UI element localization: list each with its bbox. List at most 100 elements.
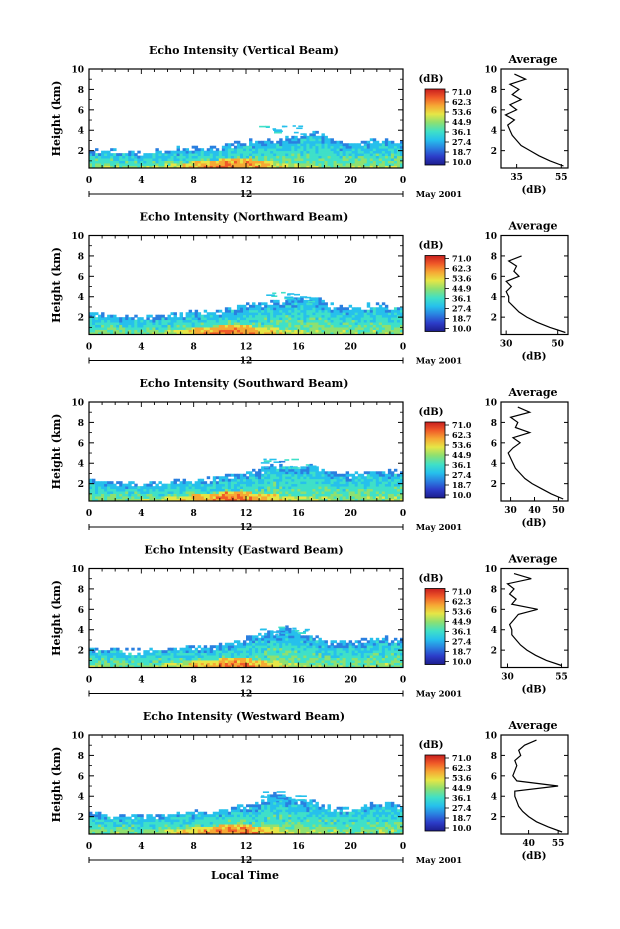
- heatmap-cell: [98, 824, 102, 827]
- heatmap-cell: [336, 481, 340, 485]
- heatmap-cell: [282, 627, 286, 631]
- heatmap-cell: [206, 493, 211, 497]
- heatmap-cell: [396, 329, 401, 333]
- heatmap-cell: [288, 145, 292, 149]
- heatmap-cell: [155, 158, 159, 161]
- heatmap-cell: [200, 165, 205, 169]
- heatmap-cell: [321, 133, 325, 137]
- heatmap-cell: [297, 660, 301, 663]
- heatmap-cell: [342, 317, 347, 321]
- heatmap-cell: [221, 657, 226, 661]
- heatmap-cell: [239, 652, 244, 656]
- heatmap-cell: [258, 163, 262, 166]
- avg-title: Average: [507, 220, 557, 233]
- heatmap-cell: [297, 640, 301, 644]
- heatmap-cell: [110, 314, 114, 318]
- heatmap-cell: [315, 486, 319, 490]
- x-tick-label: 12: [240, 343, 253, 353]
- heatmap-cell: [369, 155, 374, 159]
- heatmap-cell: [242, 322, 247, 326]
- heatmap-cell: [122, 829, 126, 832]
- heatmap-cell: [351, 652, 356, 656]
- heatmap-cell: [261, 324, 265, 328]
- heatmap-cell: [152, 481, 156, 485]
- heatmap-cell: [176, 332, 180, 335]
- heatmap-cell: [110, 824, 114, 827]
- heatmap-cell: [354, 662, 359, 666]
- heatmap-cell: [375, 163, 380, 166]
- heatmap-cell: [98, 160, 102, 164]
- heatmap-cell: [330, 491, 334, 494]
- heatmap-cell: [140, 655, 144, 659]
- heatmap-cell: [104, 163, 108, 166]
- heatmap-cell: [292, 125, 296, 127]
- heatmap-cell: [176, 657, 180, 661]
- heatmap-cell: [363, 496, 368, 499]
- heatmap-cell: [113, 488, 117, 492]
- heatmap-cell: [396, 155, 401, 159]
- heatmap-cell: [375, 155, 380, 159]
- heatmap-cell: [167, 496, 171, 499]
- heatmap-cell: [119, 655, 123, 659]
- heatmap-cell: [255, 307, 259, 311]
- heatmap-cell: [381, 665, 386, 668]
- heatmap-cell: [288, 153, 292, 157]
- heatmap-cell: [348, 324, 353, 328]
- heatmap-cell: [149, 662, 153, 666]
- span-bar-label: 12: [240, 357, 253, 367]
- heatmap-cell: [324, 488, 328, 492]
- heatmap-cell: [113, 327, 117, 330]
- heatmap-cell: [327, 647, 331, 651]
- heatmap-cell: [140, 322, 144, 326]
- heatmap-cell: [354, 160, 359, 164]
- heatmap-cell: [273, 319, 277, 323]
- x-tick-label: 0: [86, 343, 92, 353]
- heatmap-cell: [252, 163, 256, 166]
- heatmap-cell: [336, 650, 340, 654]
- heatmap-cell: [233, 329, 238, 333]
- heatmap-cell: [372, 642, 377, 646]
- heatmap-cell: [396, 662, 401, 666]
- heatmap-cell: [95, 498, 99, 502]
- heatmap-cell: [330, 150, 334, 154]
- heatmap-cell: [273, 655, 277, 659]
- heatmap-cell: [363, 498, 368, 502]
- heatmap-cell: [273, 158, 277, 161]
- heatmap-cell: [312, 496, 316, 499]
- heatmap-cell: [339, 163, 344, 166]
- heatmap-cell: [242, 319, 247, 323]
- heatmap-cell: [285, 319, 289, 323]
- heatmap-cell: [188, 493, 193, 497]
- heatmap-cell: [300, 307, 304, 311]
- heatmap-cell: [206, 496, 211, 499]
- heatmap-cell: [143, 483, 147, 487]
- heatmap-cell: [351, 647, 356, 651]
- heatmap-cell: [116, 158, 120, 161]
- heatmap-cell: [372, 483, 377, 487]
- heatmap-cell: [288, 657, 292, 661]
- heatmap-cell: [128, 155, 132, 159]
- heatmap-cell: [279, 324, 283, 328]
- heatmap-cell: [369, 148, 374, 152]
- heatmap-cell: [92, 319, 96, 323]
- heatmap-cell: [333, 324, 337, 328]
- heatmap-cell: [246, 160, 250, 164]
- heatmap-cell: [122, 655, 126, 659]
- heatmap-cell: [212, 317, 217, 321]
- heatmap-cell: [267, 153, 271, 157]
- heatmap-cell: [167, 819, 171, 823]
- heatmap-cell: [194, 145, 199, 149]
- heatmap-cell: [101, 329, 105, 333]
- heatmap-cell: [152, 327, 156, 330]
- heatmap-cell: [372, 657, 377, 661]
- heatmap-cell: [185, 165, 190, 169]
- heatmap-cell: [297, 468, 301, 472]
- heatmap-cell: [185, 488, 190, 492]
- heatmap-cell: [288, 645, 292, 649]
- heatmap-cell: [249, 652, 253, 656]
- heatmap-cell: [274, 130, 283, 133]
- heatmap-cell: [375, 493, 380, 497]
- heatmap-cell: [206, 329, 211, 333]
- heatmap-cell: [318, 483, 322, 487]
